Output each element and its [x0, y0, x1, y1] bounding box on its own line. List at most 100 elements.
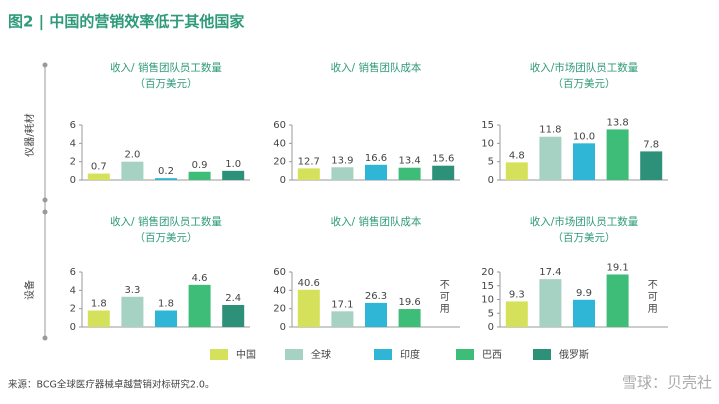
value-label: 4.8: [509, 150, 525, 161]
bar: [432, 165, 455, 180]
bar: [640, 151, 663, 180]
bar: [87, 173, 110, 180]
bar: [398, 309, 421, 327]
bar: [606, 274, 629, 327]
bar: [331, 167, 354, 180]
y-tick-label: 0: [488, 175, 494, 186]
bar: [365, 164, 387, 180]
note: 不可用: [437, 279, 449, 315]
bar: [87, 310, 110, 327]
y-tick-label: 10: [481, 138, 494, 149]
y-tick-label: 0: [488, 322, 494, 333]
legend-label: 全球: [311, 348, 331, 361]
legend-swatch: [456, 349, 474, 360]
bar: [297, 168, 320, 180]
y-tick-label: 60: [273, 120, 286, 131]
y-tick-label: 0: [70, 175, 76, 186]
value-label: 2.4: [225, 293, 241, 304]
value-label: 0.2: [158, 166, 174, 177]
chart-title: 收入/ 销售团队员工数量: [110, 215, 222, 228]
bar: [573, 143, 595, 180]
value-label: 17.4: [539, 267, 561, 278]
dot: [42, 197, 48, 203]
bar: [155, 178, 177, 180]
y-tick-label: 5: [488, 308, 494, 319]
value-label: 9.9: [576, 288, 592, 299]
bar: [155, 310, 177, 327]
y-tick-label: 20: [273, 304, 286, 315]
y-tick-label: 0: [280, 175, 286, 186]
legend-swatch: [285, 349, 303, 360]
bar: [606, 129, 629, 180]
y-tick-label: 15: [481, 120, 494, 131]
legend-swatch: [533, 349, 551, 360]
dot: [42, 209, 48, 215]
value-label: 2.0: [124, 150, 140, 161]
chart-title: 收入/ 销售团队成本: [331, 61, 422, 74]
y-tick-label: 6: [70, 267, 76, 278]
y-tick-label: 4: [70, 285, 76, 296]
value-label: 16.6: [365, 153, 387, 164]
bar: [539, 136, 562, 180]
legend-swatch: [210, 349, 228, 360]
value-label: 1.0: [225, 159, 241, 170]
note: 不可用: [645, 279, 657, 315]
chart-title: （百万美元）: [553, 77, 616, 90]
y-tick-label: 2: [70, 157, 76, 168]
chart-title: （百万美元）: [135, 231, 198, 244]
y-tick-label: 6: [70, 120, 76, 131]
watermark: 雪球：贝壳社: [622, 374, 712, 392]
y-tick-label: 20: [481, 267, 494, 278]
y-tick-label: 2: [70, 304, 76, 315]
bar: [222, 305, 245, 327]
bar: [398, 167, 421, 180]
y-tick-label: 40: [273, 285, 286, 296]
value-label: 9.3: [509, 289, 525, 300]
value-label: 40.6: [298, 278, 320, 289]
legend-swatch: [374, 349, 392, 360]
value-label: 4.6: [192, 273, 208, 284]
page-title: 图2 | 中国的营销效率低于其他国家: [8, 13, 244, 32]
value-label: 13.4: [398, 156, 420, 167]
y-tick-label: 40: [273, 138, 286, 149]
bar: [539, 279, 562, 327]
row-label: 设备: [23, 280, 36, 300]
value-label: 1.8: [91, 299, 107, 310]
chart-title: （百万美元）: [135, 77, 198, 90]
value-label: 11.8: [539, 125, 561, 136]
value-label: 19.6: [398, 297, 420, 308]
chart-title: 收入/ 销售团队成本: [331, 215, 422, 228]
y-tick-label: 0: [70, 322, 76, 333]
y-tick-label: 5: [488, 157, 494, 168]
value-label: 26.3: [365, 291, 387, 302]
y-tick-label: 60: [273, 267, 286, 278]
y-tick-label: 10: [481, 295, 494, 306]
legend-label: 巴西: [482, 349, 502, 361]
bar: [188, 171, 211, 180]
chart-title: （百万美元）: [553, 231, 616, 244]
legend-label: 印度: [400, 348, 420, 361]
bar: [505, 162, 528, 180]
y-tick-label: 0: [280, 322, 286, 333]
dot: [42, 62, 48, 68]
value-label: 0.9: [192, 160, 208, 171]
value-label: 0.7: [91, 162, 107, 173]
chart-title: 收入/ 销售团队员工数量: [110, 61, 222, 74]
source: 来源：BCG全球医疗器械卓越营销对标研究2.0。: [8, 379, 214, 391]
chart-title: 收入/市场团队员工数量: [530, 61, 639, 74]
y-tick-label: 20: [273, 157, 286, 168]
y-tick-label: 4: [70, 138, 76, 149]
bar: [297, 289, 320, 327]
legend-label: 中国: [236, 348, 256, 361]
value-label: 1.8: [158, 299, 174, 310]
row-label: 仪器/耗材: [23, 113, 36, 156]
y-tick-label: 15: [481, 281, 494, 292]
bar: [222, 170, 245, 180]
bar: [505, 301, 528, 327]
bar: [331, 311, 354, 327]
bar: [188, 284, 211, 327]
value-label: 17.1: [331, 299, 353, 310]
bar: [365, 302, 387, 327]
legend-label: 俄罗斯: [559, 348, 589, 361]
